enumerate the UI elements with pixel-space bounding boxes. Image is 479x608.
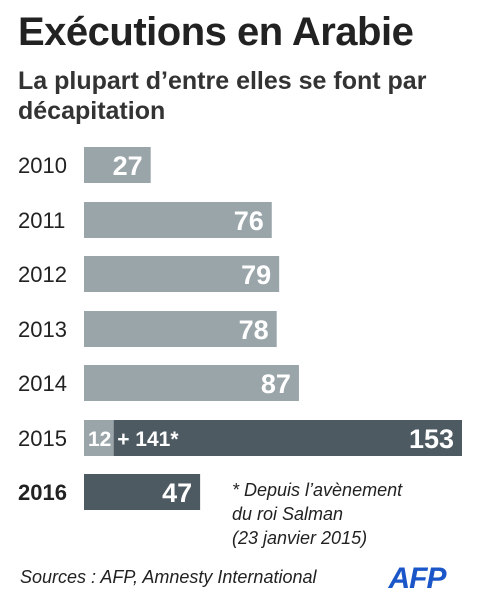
bar-2013 bbox=[84, 311, 277, 347]
value-label-2015: 153 bbox=[409, 424, 454, 454]
value-label-2013: 78 bbox=[239, 315, 269, 345]
footnote-line-3: (23 janvier 2015) bbox=[232, 528, 368, 548]
segment-label-2015: 12 + 141* bbox=[88, 428, 179, 451]
afp-logo: AFP bbox=[388, 562, 449, 595]
year-label-2013: 2013 bbox=[18, 317, 67, 342]
value-label-2011: 76 bbox=[234, 206, 264, 236]
bar-2014 bbox=[84, 365, 299, 401]
value-label-2010: 27 bbox=[113, 151, 143, 181]
footnote-line-1: * Depuis l’avènement bbox=[232, 480, 403, 500]
chart-title: Exécutions en Arabie bbox=[18, 10, 414, 54]
footnote-line-2: du roi Salman bbox=[232, 504, 344, 524]
value-label-2014: 87 bbox=[261, 369, 291, 399]
year-label-2014: 2014 bbox=[18, 371, 67, 396]
bar-2010 bbox=[84, 147, 151, 183]
year-label-2015: 2015 bbox=[18, 426, 67, 451]
footnote: * Depuis l’avènement du roi Salman (23 j… bbox=[232, 478, 462, 550]
value-label-2016: 47 bbox=[162, 478, 192, 508]
bar-segment-2015-before bbox=[84, 420, 114, 456]
year-label-2012: 2012 bbox=[18, 262, 67, 287]
sources-text: Sources : AFP, Amnesty International bbox=[20, 567, 317, 587]
chart-subtitle: La plupart d’entre elles se font par déc… bbox=[18, 67, 427, 125]
bar-2016 bbox=[84, 474, 201, 510]
year-label-2011: 2011 bbox=[18, 208, 65, 233]
bar-segment-2015-after bbox=[113, 420, 462, 456]
year-label-2016: 2016 bbox=[18, 480, 67, 505]
bar-2011 bbox=[84, 202, 272, 238]
bar-chart: 2010 27 2011 76 2012 79 2013 78 2014 87 2015 12 + 1… bbox=[18, 147, 462, 510]
value-label-2012: 79 bbox=[241, 260, 271, 290]
afp-logo-text: AFP bbox=[388, 562, 448, 595]
bar-2012 bbox=[84, 256, 280, 292]
year-label-2010: 2010 bbox=[18, 153, 67, 178]
